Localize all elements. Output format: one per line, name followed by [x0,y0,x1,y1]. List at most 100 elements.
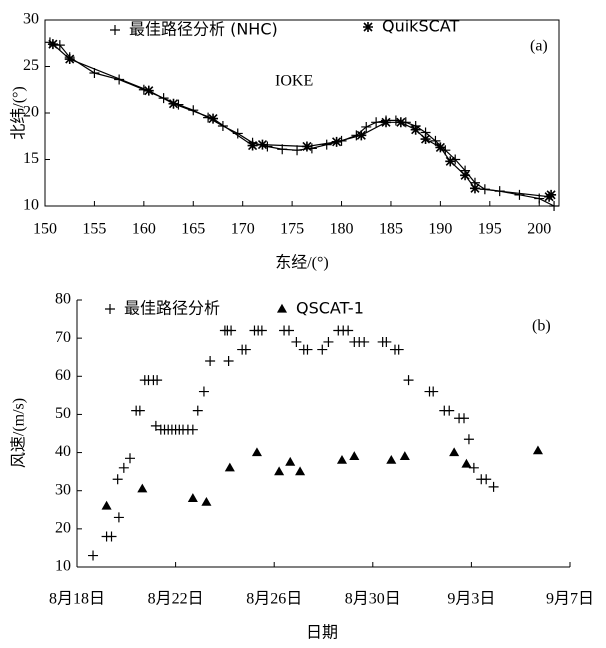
y-tick-label: 80 [55,291,71,308]
marker [274,466,285,476]
marker [226,325,237,336]
x-tick-label: 150 [33,221,57,238]
y-tick-label: 30 [23,11,39,28]
x-tick-label: 8月22日 [148,591,204,608]
y-tick-label: 10 [23,197,39,214]
legend-marker [110,25,120,35]
y-tick-label: 25 [23,57,39,74]
marker [349,451,360,460]
y-tick-label: 60 [55,367,71,384]
x-tick-label: 195 [478,221,502,238]
marker [321,139,332,150]
marker [461,458,472,468]
marker [403,375,414,386]
marker [89,68,100,79]
x-axis-label: 日期 [306,624,338,642]
y-tick-label: 50 [55,405,71,422]
marker [64,54,75,65]
marker [393,344,404,355]
legend-label: 最佳路径分析 [124,299,220,318]
marker [198,386,209,397]
x-tick-label: 180 [330,221,354,238]
marker [201,496,212,506]
marker [460,170,471,181]
marker [331,136,342,147]
marker [192,405,203,416]
marker [134,405,145,416]
x-tick-label: 155 [82,221,106,238]
marker [251,447,262,457]
marker [323,336,334,347]
marker [187,493,198,502]
marker [292,145,303,156]
marker [301,141,312,152]
marker [187,424,198,435]
y-tick-label: 20 [55,520,71,537]
marker [343,325,354,336]
marker [420,134,431,145]
marker [224,462,235,472]
marker [386,454,397,464]
marker [459,413,470,424]
marker [359,336,370,347]
marker [428,386,439,397]
x-tick-label: 8月18日 [49,591,105,608]
x-tick-label: 185 [379,221,403,238]
marker [113,512,124,523]
marker [88,550,99,561]
marker [514,189,525,200]
marker [247,140,258,151]
x-tick-label: 9月3日 [447,591,495,608]
x-tick-label: 165 [181,221,205,238]
x-tick-label: 190 [428,221,452,238]
marker [445,156,456,167]
marker [114,74,125,85]
y-tick-label: 40 [55,443,71,460]
storm-name: IOKE [275,73,313,90]
marker [283,325,294,336]
marker [106,531,117,542]
marker [302,344,313,355]
marker [137,483,148,493]
x-tick-label: 170 [231,221,255,238]
marker [295,466,306,476]
marker [112,474,123,485]
marker [371,117,382,128]
marker [124,453,135,464]
plot-frame [44,19,560,207]
x-tick-label: 175 [280,221,304,238]
marker [285,456,296,466]
marker [399,451,410,460]
marker [532,445,543,455]
y-axis-label: 风速/(m/s) [10,398,28,468]
x-axis-label: 东经/(°) [275,254,329,272]
marker [143,85,154,96]
marker [223,356,234,367]
legend-label: 最佳路径分析 (NHC) [129,20,278,39]
marker [469,183,480,194]
marker [468,462,479,473]
y-tick-label: 70 [55,329,71,346]
marker [361,121,372,132]
marker [317,344,328,355]
marker [54,40,65,51]
marker [336,454,348,464]
legend-marker [276,303,288,313]
x-tick-label: 200 [527,221,551,238]
y-tick-label: 20 [23,104,39,121]
x-tick-label: 8月26日 [246,591,302,608]
marker [463,434,474,445]
marker [488,481,499,492]
marker [240,344,251,355]
y-tick-label: 10 [55,558,71,575]
marker [257,139,268,150]
marker [410,124,421,135]
marker [152,375,163,386]
marker [546,189,557,200]
y-tick-label: 30 [55,481,71,498]
x-tick-label: 9月7日 [546,591,594,608]
marker [481,474,492,485]
track-line [49,41,555,207]
panel-label: (a) [530,38,548,55]
